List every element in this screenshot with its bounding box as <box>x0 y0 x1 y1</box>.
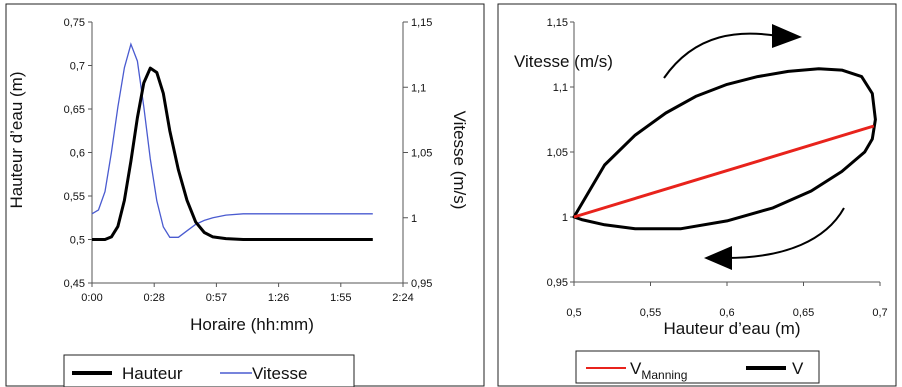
y-tick-label-right: 1,15 <box>411 17 432 29</box>
series-line-vitesse <box>91 42 373 238</box>
x-axis-title: Horaire (hh:mm) <box>190 315 314 334</box>
y-tick-label-right: 1 <box>411 213 417 225</box>
x-tick-label: 0,6 <box>719 307 734 319</box>
y-tick-label-right: 1,05 <box>411 148 432 160</box>
y-tick-label-left: 0,7 <box>70 61 85 73</box>
x-tick-label: 1:55 <box>330 292 351 304</box>
arrow-head <box>772 24 802 48</box>
x-axis-title: Hauteur d’eau (m) <box>663 319 800 338</box>
y-tick-label: 1,15 <box>547 17 568 29</box>
y-axis-title-bg <box>512 46 658 74</box>
series-loop-v <box>572 67 877 231</box>
y-axis-title-text: Vitesse (m/s) <box>514 52 613 71</box>
hysteresis-chart: Vitesse (m/s) Hauteur d’eau (m) 0,95 1 1,0… <box>497 3 897 387</box>
legend-box <box>63 354 355 387</box>
series-line-hauteur <box>92 66 373 241</box>
hydrograph-chart: Hauteur d’eau (m) Vitesse (m/s) Horaire … <box>5 3 485 387</box>
y-tick-label-right: 1,1 <box>411 82 426 94</box>
arrow-head <box>704 246 732 270</box>
legend-label-vitesse: Vitesse <box>252 364 307 383</box>
x-tick-label: 0,65 <box>793 307 814 319</box>
series-line-vmanning <box>573 124 875 219</box>
y-axis-title-right: Vitesse (m/s) <box>450 111 469 210</box>
chart-frame <box>5 3 485 387</box>
x-tick-label: 0:57 <box>206 292 227 304</box>
x-tick-label: 0,5 <box>566 307 581 319</box>
hydrograph-panel: Hauteur d’eau (m) Vitesse (m/s) Horaire … <box>5 3 485 387</box>
y-tick-label-right: 0,95 <box>411 278 432 290</box>
x-tick-label: 2:24 <box>392 292 413 304</box>
y-axis-title: Vitesse (m/s) <box>512 46 658 74</box>
arrow-annotation-bottom <box>704 207 845 270</box>
legend-label-vmanning: VManning <box>630 359 687 382</box>
x-tick-label: 0:00 <box>81 292 102 304</box>
legend: Hauteur Vitesse <box>63 354 355 387</box>
y-tick-label-left: 0,55 <box>64 191 85 203</box>
x-tick-label: 1:26 <box>268 292 289 304</box>
hysteresis-panel: Vitesse (m/s) Hauteur d’eau (m) 0,95 1 1,0… <box>496 0 902 387</box>
arrow-curve <box>725 207 845 259</box>
y-tick-label: 1,1 <box>553 82 568 94</box>
legend-label-v: V <box>792 359 804 378</box>
arrow-annotation-top <box>663 24 802 79</box>
plot-area: 0,45 0,5 0,55 0,6 0,65 0,7 0,75 0,95 1 1,05 1,1 1,1… <box>64 17 433 304</box>
y-axis-title-left: Hauteur d’eau (m) <box>7 71 26 208</box>
y-tick-label-left: 0,65 <box>64 104 85 116</box>
x-tick-label: 0,7 <box>872 307 887 319</box>
y-tick-label-left: 0,45 <box>64 278 85 290</box>
y-tick-label: 0,95 <box>547 277 568 289</box>
y-tick-label-left: 0,6 <box>70 148 85 160</box>
y-tick-label: 1,05 <box>547 147 568 159</box>
legend: VManning V <box>575 350 820 384</box>
arrow-curve <box>663 32 779 79</box>
legend-label-hauteur: Hauteur <box>122 364 183 383</box>
x-tick-label: 0:28 <box>143 292 164 304</box>
y-tick-label: 1 <box>562 212 568 224</box>
y-tick-label-left: 0,75 <box>64 17 85 29</box>
plot-area: 0,95 1 1,05 1,1 1,15 0,5 0,55 0,6 0,65 0,7 <box>547 17 888 319</box>
y-tick-label-left: 0,5 <box>70 235 85 247</box>
x-tick-label: 0,55 <box>640 307 661 319</box>
